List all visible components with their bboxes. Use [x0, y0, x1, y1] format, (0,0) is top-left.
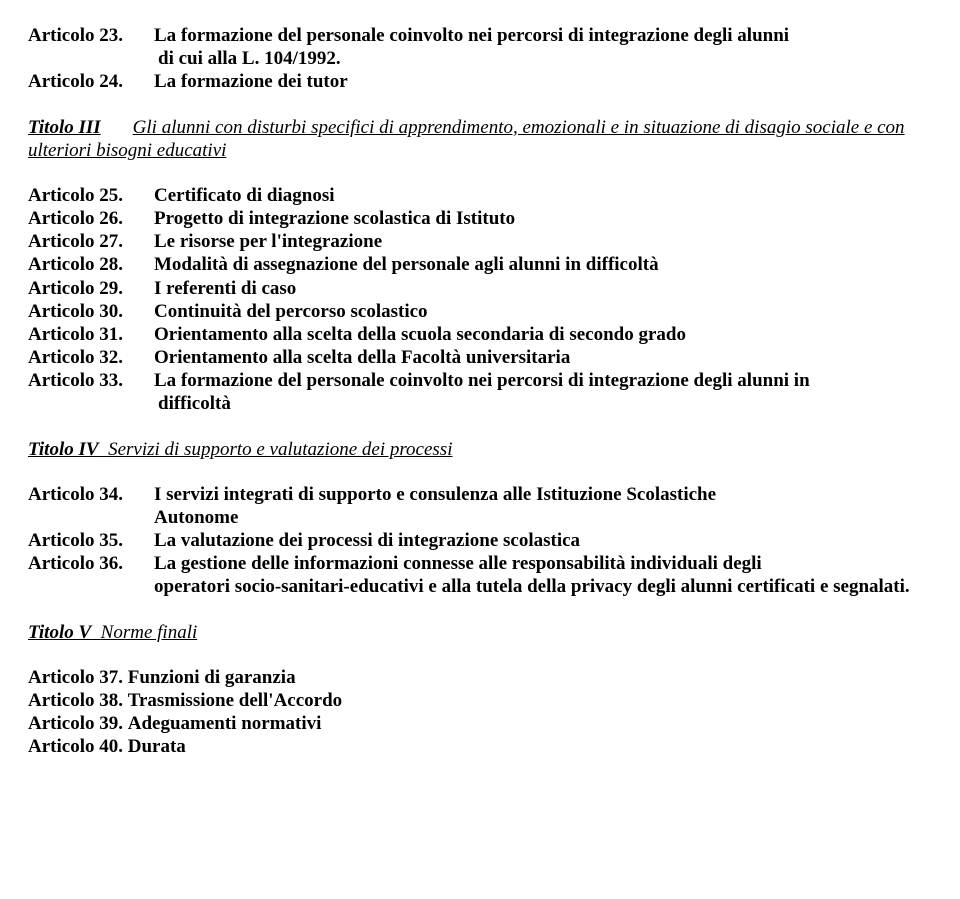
title-5-rest: Norme finali — [101, 622, 198, 643]
article-28: Articolo 28. Modalità di assegnazione de… — [28, 253, 932, 276]
article-28-label: Articolo 28. — [28, 253, 154, 276]
article-38-label: Articolo 38. — [28, 690, 123, 711]
article-29: Articolo 29. I referenti di caso — [28, 277, 932, 300]
article-37: Articolo 37. Funzioni di garanzia — [28, 666, 932, 689]
article-40: Articolo 40. Durata — [28, 735, 932, 758]
article-33-label: Articolo 33. — [28, 369, 154, 392]
title-5: Titolo V Norme finali — [28, 621, 932, 644]
article-40-text: Durata — [128, 736, 186, 757]
article-35: Articolo 35. La valutazione dei processi… — [28, 529, 932, 552]
article-30-text: Continuità del percorso scolastico — [154, 300, 932, 323]
title-3-prefix: Titolo III — [28, 117, 101, 138]
article-31: Articolo 31. Orientamento alla scelta de… — [28, 323, 932, 346]
article-36: Articolo 36. La gestione delle informazi… — [28, 552, 932, 575]
article-30-label: Articolo 30. — [28, 300, 154, 323]
article-25: Articolo 25. Certificato di diagnosi — [28, 184, 932, 207]
article-36-label: Articolo 36. — [28, 552, 154, 575]
article-26: Articolo 26. Progetto di integrazione sc… — [28, 207, 932, 230]
article-26-label: Articolo 26. — [28, 207, 154, 230]
article-34-text-line1: I servizi integrati di supporto e consul… — [154, 483, 932, 506]
article-36-text-line2: operatori socio-sanitari-educativi e all… — [28, 575, 932, 598]
article-32-text: Orientamento alla scelta della Facoltà u… — [154, 346, 932, 369]
article-37-text: Funzioni di garanzia — [128, 667, 296, 688]
article-37-label: Articolo 37. — [28, 667, 123, 688]
article-27-label: Articolo 27. — [28, 230, 154, 253]
title-3-rest: Gli alunni con disturbi specifici di app… — [28, 117, 905, 161]
article-25-text: Certificato di diagnosi — [154, 184, 932, 207]
article-26-text: Progetto di integrazione scolastica di I… — [154, 207, 932, 230]
title-4-rest: Servizi di supporto e valutazione dei pr… — [108, 439, 452, 460]
article-32: Articolo 32. Orientamento alla scelta de… — [28, 346, 932, 369]
article-24: Articolo 24. La formazione dei tutor — [28, 70, 932, 93]
article-33: Articolo 33. La formazione del personale… — [28, 369, 932, 392]
title-3: Titolo IIIGli alunni con disturbi specif… — [28, 116, 932, 162]
article-34-text-line2: Autonome — [28, 506, 932, 529]
article-23: Articolo 23. La formazione del personale… — [28, 24, 932, 47]
article-23-label: Articolo 23. — [28, 24, 154, 47]
article-27: Articolo 27. Le risorse per l'integrazio… — [28, 230, 932, 253]
article-23-text-line1: La formazione del personale coinvolto ne… — [154, 24, 932, 47]
article-29-label: Articolo 29. — [28, 277, 154, 300]
article-30: Articolo 30. Continuità del percorso sco… — [28, 300, 932, 323]
article-25-label: Articolo 25. — [28, 184, 154, 207]
title-4-prefix: Titolo IV — [28, 439, 99, 460]
article-39-text: Adeguamenti normativi — [128, 713, 322, 734]
article-38: Articolo 38. Trasmissione dell'Accordo — [28, 689, 932, 712]
article-31-text: Orientamento alla scelta della scuola se… — [154, 323, 932, 346]
article-39: Articolo 39. Adeguamenti normativi — [28, 712, 932, 735]
article-35-label: Articolo 35. — [28, 529, 154, 552]
article-29-text: I referenti di caso — [154, 277, 932, 300]
article-33-text-line1: La formazione del personale coinvolto ne… — [154, 369, 932, 392]
article-27-text: Le risorse per l'integrazione — [154, 230, 932, 253]
article-34: Articolo 34. I servizi integrati di supp… — [28, 483, 932, 506]
article-36-text-line1: La gestione delle informazioni connesse … — [154, 552, 932, 575]
title-4: Titolo IV Servizi di supporto e valutazi… — [28, 438, 932, 461]
article-34-label: Articolo 34. — [28, 483, 154, 506]
article-38-text: Trasmissione dell'Accordo — [128, 690, 342, 711]
title-5-prefix: Titolo V — [28, 622, 91, 643]
article-35-text: La valutazione dei processi di integrazi… — [154, 529, 932, 552]
article-40-label: Articolo 40. — [28, 736, 123, 757]
article-33-text-line2: difficoltà — [28, 392, 932, 415]
article-28-text: Modalità di assegnazione del personale a… — [154, 253, 932, 276]
article-24-text: La formazione dei tutor — [154, 70, 932, 93]
article-31-label: Articolo 31. — [28, 323, 154, 346]
article-24-label: Articolo 24. — [28, 70, 154, 93]
article-32-label: Articolo 32. — [28, 346, 154, 369]
article-23-text-line2: di cui alla L. 104/1992. — [28, 47, 932, 70]
article-39-label: Articolo 39. — [28, 713, 123, 734]
